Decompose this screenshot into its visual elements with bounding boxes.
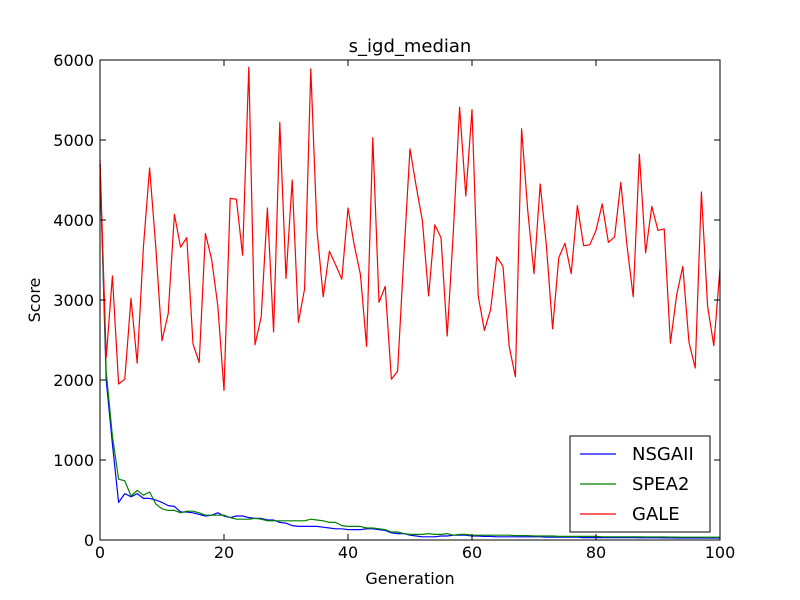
series-line-spea2 xyxy=(99,163,720,538)
legend-label-spea2: SPEA2 xyxy=(632,474,689,495)
y-tick-label: 5000 xyxy=(53,131,94,150)
x-tick-label: 60 xyxy=(462,543,482,562)
x-tick-label: 20 xyxy=(214,543,234,562)
x-axis-label: Generation xyxy=(365,569,454,588)
x-tick-label: 0 xyxy=(95,543,105,562)
x-tick-label: 40 xyxy=(338,543,358,562)
legend: NSGAII SPEA2 GALE xyxy=(569,435,711,533)
series-line-gale xyxy=(99,66,721,391)
y-tick-label: 0 xyxy=(84,531,94,550)
legend-label-nsgaii: NSGAII xyxy=(632,444,694,465)
y-tick-label: 1000 xyxy=(53,451,94,470)
y-axis-label: Score xyxy=(25,278,44,323)
x-tick-label: 100 xyxy=(705,543,736,562)
y-tick-label: 4000 xyxy=(53,211,94,230)
y-tick-label: 2000 xyxy=(53,371,94,390)
y-tick-label: 3000 xyxy=(53,291,94,310)
x-tick-label: 80 xyxy=(586,543,606,562)
legend-label-gale: GALE xyxy=(632,504,680,525)
chart-title: s_igd_median xyxy=(349,36,472,57)
series-line-nsgaii xyxy=(99,163,720,539)
y-tick-label: 6000 xyxy=(53,51,94,70)
series-layer xyxy=(99,66,721,539)
